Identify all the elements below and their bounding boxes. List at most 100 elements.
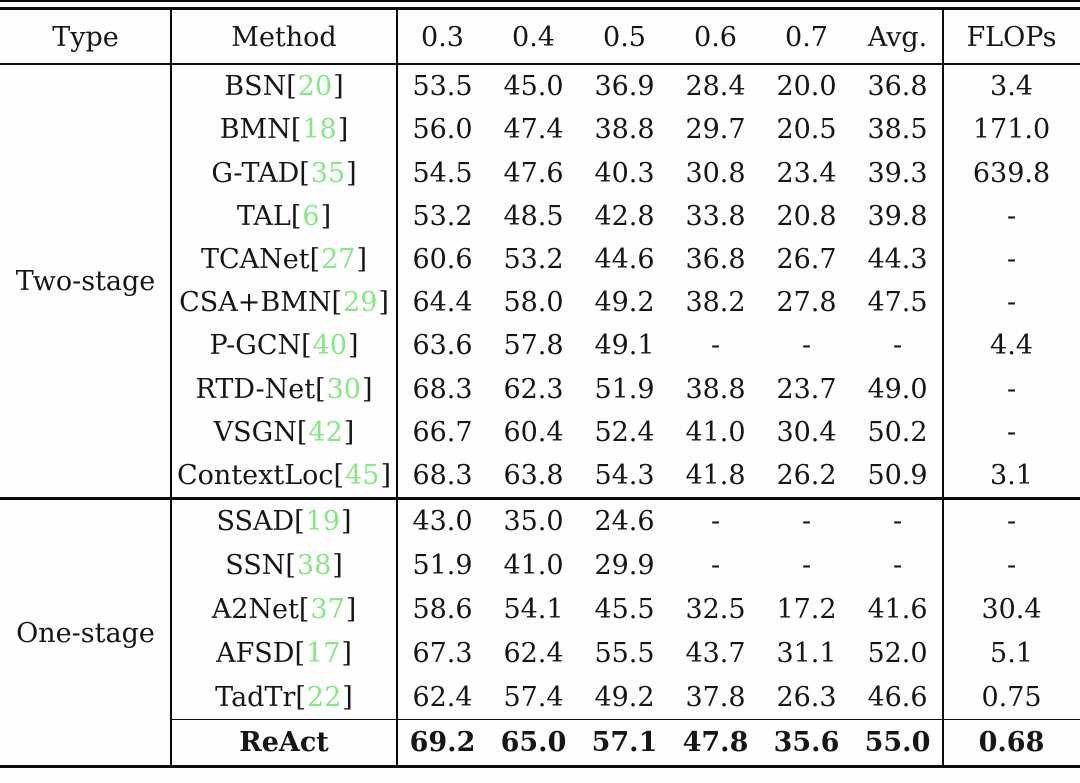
table-row: TAL[6] 53.2 48.5 42.8 33.8 20.8 39.8 - [0,195,1080,238]
flops-cell: 5.1 [990,637,1033,669]
citation-link[interactable]: 40 [312,330,348,362]
score-cell: 40.3 [594,157,655,189]
method-cell: AFSD[17] [216,637,352,669]
header-tiou-0-7: 0.7 [785,21,828,53]
score-cell: 17.2 [776,593,837,625]
citation-link[interactable]: 19 [305,506,341,538]
header-avg: Avg. [867,21,928,53]
citation-link[interactable]: 22 [306,681,342,713]
citation-link[interactable]: 30 [326,373,361,405]
citation-link[interactable]: 27 [321,243,356,275]
method-cell: SSN[38] [225,550,343,582]
score-cell: 29.9 [594,550,655,582]
score-cell: - [710,330,721,362]
score-cell: 38.8 [685,373,746,405]
score-cell: 41.6 [867,593,928,625]
table-row: ReAct 69.2 65.0 57.1 47.8 35.6 55.0 0.68 [0,719,1080,766]
score-cell: 35.6 [773,726,840,758]
score-cell: 47.8 [682,726,749,758]
citation-link[interactable]: 29 [343,287,378,319]
score-cell: - [892,506,903,538]
citation-link[interactable]: 38 [296,550,332,582]
method-cell: TadTr[22] [215,681,353,713]
method-cell: A2Net[37] [211,593,357,625]
header-tiou-0-3: 0.3 [421,21,464,53]
score-cell: 58.6 [412,593,473,625]
rule-section-divider [0,497,1080,500]
score-cell: 54.5 [412,157,473,189]
header-method: Method [231,21,337,53]
score-cell: 39.3 [867,157,928,189]
score-cell: 57.1 [591,726,658,758]
score-cell: 23.4 [776,157,837,189]
score-cell: 48.5 [503,200,564,232]
method-cell: G-TAD[35] [211,157,357,189]
table-row: BMN[18] 56.0 47.4 38.8 29.7 20.5 38.5 171.0 [0,108,1080,151]
score-cell: 50.2 [867,416,928,448]
table-row: AFSD[17] 67.3 62.4 55.5 43.7 31.1 52.0 5.1 [0,631,1080,675]
score-cell: 58.0 [503,287,564,319]
score-cell: 67.3 [412,637,473,669]
score-cell: - [710,506,721,538]
method-cell: BMN[18] [219,114,349,146]
score-cell: 36.8 [685,243,746,275]
score-cell: 62.4 [412,681,473,713]
rule-above-react [171,719,1080,720]
method-name: SSAD [216,506,295,538]
citation-link[interactable]: 20 [297,71,333,103]
citation-link[interactable]: 35 [310,157,346,189]
score-cell: 62.4 [503,637,564,669]
score-cell: - [801,506,812,538]
citation-link[interactable]: 6 [302,200,320,232]
score-cell: 49.2 [594,287,655,319]
score-cell: 47.5 [867,287,928,319]
table-row: A2Net[37] 58.6 54.1 45.5 32.5 17.2 41.6 30.4 [0,588,1080,632]
score-cell: 30.4 [776,416,837,448]
method-cell: P-GCN[40] [209,330,359,362]
score-cell: 31.1 [776,637,837,669]
score-cell: 53.2 [412,200,473,232]
flops-cell: 3.4 [990,71,1033,103]
score-cell: 63.8 [503,459,564,491]
flops-cell: 639.8 [972,157,1051,189]
method-cell: RTD-Net[30] [195,373,373,405]
method-name: ContextLoc [177,459,334,491]
method-name: TAL [236,200,291,232]
table-row: ContextLoc[45] 68.3 63.8 54.3 41.8 26.2 50.9 3.… [0,454,1080,497]
citation-link[interactable]: 18 [302,114,337,146]
flops-cell: 4.4 [990,330,1033,362]
flops-cell: 3.1 [990,459,1033,491]
citation-link[interactable]: 45 [345,459,380,491]
citation-link[interactable]: 42 [308,416,343,448]
score-cell: 51.9 [412,550,473,582]
vrule-method-scores [396,10,398,765]
header-flops: FLOPs [966,21,1057,53]
score-cell: 27.8 [776,287,837,319]
score-cell: 41.0 [503,550,564,582]
citation-link[interactable]: 17 [306,637,341,669]
score-cell: 33.8 [685,200,746,232]
score-cell: 29.7 [685,114,746,146]
score-cell: 20.5 [776,114,837,146]
score-cell: 36.8 [867,71,928,103]
score-cell: 68.3 [412,459,473,491]
score-cell: 64.4 [412,287,473,319]
vrule-type-method [170,10,172,765]
score-cell: 55.5 [594,637,655,669]
method-cell: SSAD[19] [216,506,352,538]
score-cell: 26.2 [776,459,837,491]
header-tiou-0-5: 0.5 [603,21,646,53]
score-cell: 41.8 [685,459,746,491]
flops-cell: - [1006,550,1017,582]
type-label: One-stage [16,617,155,649]
score-cell: 37.8 [685,681,746,713]
score-cell: 35.0 [503,506,564,538]
score-cell: 49.2 [594,681,655,713]
citation-link[interactable]: 37 [310,593,345,625]
table-row: G-TAD[35] 54.5 47.6 40.3 30.8 23.4 39.3 639.8 [0,151,1080,194]
score-cell: 30.8 [685,157,746,189]
score-cell: 46.6 [867,681,928,713]
score-cell: 38.8 [594,114,655,146]
score-cell: 68.3 [412,373,473,405]
score-cell: 26.3 [776,681,837,713]
